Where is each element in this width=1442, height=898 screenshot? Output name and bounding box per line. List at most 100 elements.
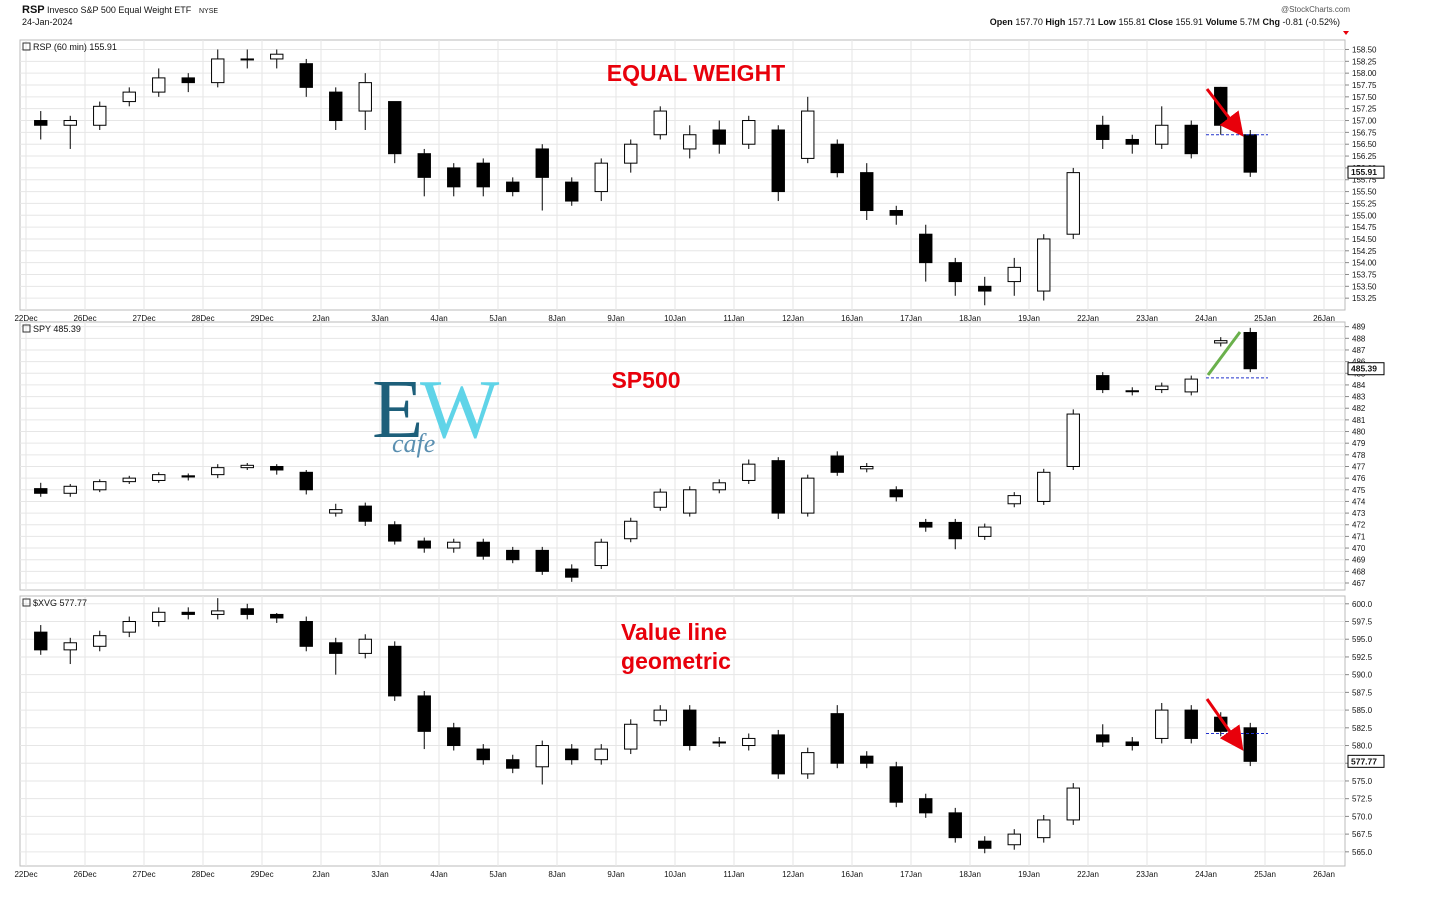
x-tick-label: 2Jan [312,870,329,879]
y-tick-label: 154.75 [1352,223,1377,232]
date: 24-Jan-2024 [22,17,73,27]
candle-body [329,642,343,654]
candle-body [417,540,431,549]
x-tick-label: 11Jan [723,870,744,879]
logo: E W cafe [372,363,500,458]
candle-body [122,621,136,633]
legend-icon [22,42,31,51]
candle-body [1007,495,1021,505]
candle-body [978,526,992,537]
y-tick-label: 157.25 [1352,105,1377,114]
candle-body [742,737,756,747]
candle-body [860,755,874,764]
y-tick-label: 592.5 [1352,653,1373,662]
x-tick-label: 4Jan [430,870,447,879]
price-tag-label: 155.91 [1351,167,1377,177]
candle-body [63,120,77,126]
y-tick-label: 488 [1352,334,1366,343]
price-tag [1347,165,1385,179]
y-tick-label: 587.5 [1352,688,1373,697]
x-tick-label: 22Jan [1077,314,1099,323]
annotation: geometric [621,648,731,674]
candle-body [1243,331,1257,370]
candle-body [1184,709,1198,739]
candle-body [889,210,903,216]
candle-body [329,91,343,122]
candle-body [1125,138,1139,145]
x-tick-label: 8Jan [548,314,565,323]
x-tick-label: 27Dec [132,870,155,879]
y-tick-label: 590.0 [1352,671,1373,680]
candle-body [1155,709,1169,739]
candle-body [388,524,402,542]
candle-body [683,489,697,514]
candle-body [417,695,431,732]
x-tick-label: 26Dec [73,314,96,323]
candle-body [1184,124,1198,155]
panel-frame [19,321,1346,591]
candle-body [1037,238,1051,292]
candle-body [594,541,608,567]
y-tick-label: 474 [1352,497,1366,506]
candle-body [358,82,372,112]
panel-legend: SPY 485.39 [33,324,81,334]
y-tick-label: 487 [1352,346,1366,355]
x-tick-label: 11Jan [723,314,744,323]
y-tick-label: 580.0 [1352,742,1373,751]
candle-body [771,460,785,514]
annotation: EQUAL WEIGHT [607,60,785,86]
logo-letter: E [372,363,423,456]
candle-body [122,477,136,483]
x-tick-label: 25Jan [1254,314,1276,323]
candle-body [181,77,195,84]
y-tick-label: 489 [1352,323,1366,332]
y-tick-label: 478 [1352,451,1366,460]
x-tick-label: 5Jan [489,314,506,323]
quote-value: -0.81 (-0.52%) [1282,17,1340,27]
candle-body [1007,266,1021,283]
candle-body [476,541,490,557]
candle-body [63,485,77,494]
candle-body [476,748,490,761]
candle-body [506,181,520,193]
candle-body [801,752,815,775]
quote-line: Open 157.70 High 157.71 Low 155.81 Close… [990,17,1340,27]
candle-body [34,488,48,494]
x-tick-label: 3Jan [371,870,388,879]
candle-body [1096,734,1110,743]
candle-body [358,638,372,654]
candle-body [624,723,638,750]
y-tick-label: 567.5 [1352,830,1373,839]
candle-body [919,798,933,814]
x-tick-label: 24Jan [1195,870,1217,879]
candle-body [830,455,844,473]
candle-body [211,58,225,84]
candle-body [152,611,166,623]
y-tick-label: 582.5 [1352,724,1373,733]
logo-letter: W [420,363,500,456]
y-tick-label: 477 [1352,462,1366,471]
y-tick-label: 158.50 [1352,45,1377,54]
y-tick-label: 585.0 [1352,706,1373,715]
candle-body [447,167,461,188]
x-tick-label: 19Jan [1018,314,1040,323]
candle-body [1243,134,1257,173]
quote-label: Close [1148,17,1173,27]
x-tick-label: 3Jan [371,314,388,323]
candle-body [358,505,372,522]
y-tick-label: 154.50 [1352,235,1377,244]
price-tag [1347,754,1385,768]
y-tick-label: 475 [1352,486,1366,495]
security-name: Invesco S&P 500 Equal Weight ETF [47,5,192,15]
candle-body [535,549,549,572]
y-tick-label: 481 [1352,416,1366,425]
candle-body [1125,390,1139,393]
y-tick-label: 473 [1352,509,1366,518]
x-tick-label: 9Jan [607,870,624,879]
x-tick-label: 17Jan [900,314,922,323]
y-tick-label: 154.25 [1352,247,1377,256]
candle-body [535,148,549,178]
candle-body [801,477,815,514]
candle-body [270,53,284,60]
y-tick-label: 595.0 [1352,635,1373,644]
